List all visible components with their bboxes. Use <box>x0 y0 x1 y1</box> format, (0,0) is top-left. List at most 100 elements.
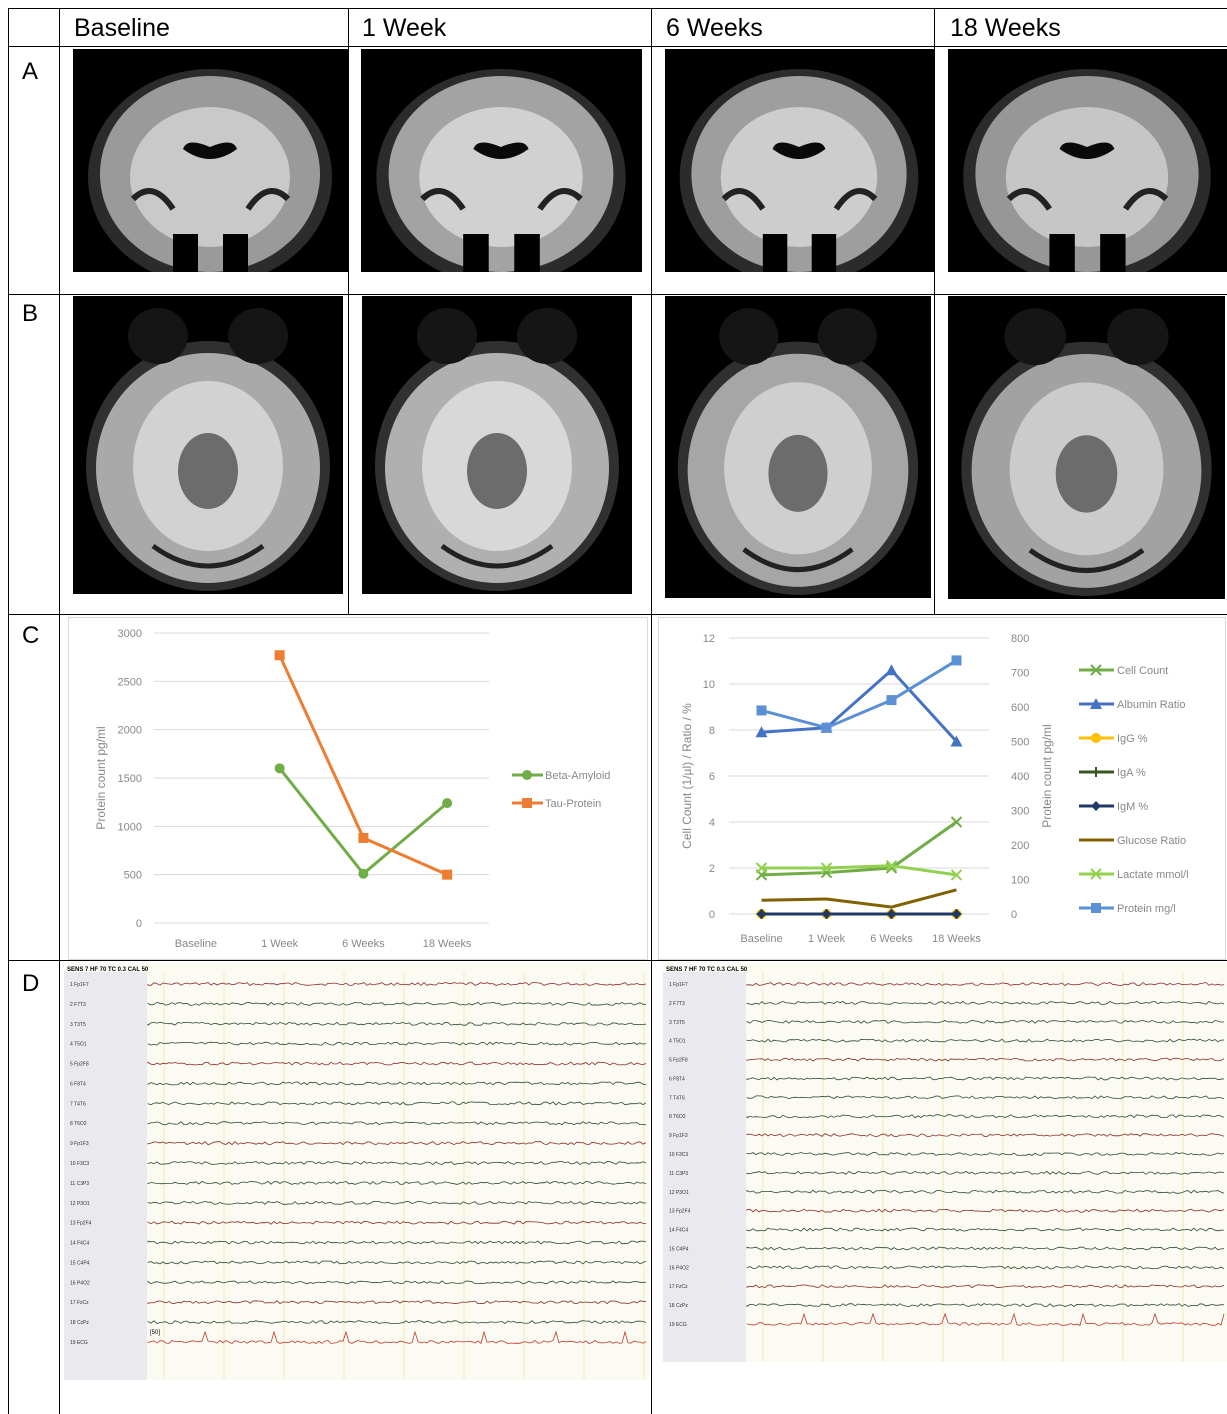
channel-label: 16 P4O2 <box>669 1265 689 1271</box>
channel-label: 10 F3C3 <box>669 1152 688 1158</box>
data-point <box>885 664 898 676</box>
x-tick-label: Baseline <box>740 933 782 945</box>
eeg-trace <box>147 1061 647 1066</box>
row-a-divider <box>8 294 1227 295</box>
series-line <box>278 767 449 876</box>
data-point <box>442 798 453 809</box>
eeg-trace <box>746 1265 1225 1270</box>
eeg-trace <box>147 1121 647 1126</box>
y-right-tick-label: 300 <box>1011 806 1029 818</box>
channel-label: 11 C3P3 <box>70 1181 89 1187</box>
eeg-recording-right: SENS 7 HF 70 TC 0.3 CAL 50 1 Fp1F7 2 F7T3 3… <box>663 962 1227 1362</box>
y-tick-label: 8 <box>709 725 715 737</box>
chart-csf-dementia-markers: 0 500 1000 1500 2000 2500 3000 Baseline 1 Week 6 … <box>68 617 648 960</box>
data-point <box>885 859 898 872</box>
axial-mri-18-weeks <box>948 296 1225 599</box>
eeg-right-svg: SENS 7 HF 70 TC 0.3 CAL 50 1 Fp1F7 2 F7T3 3… <box>663 962 1227 1362</box>
channel-label: 7 T4T6 <box>70 1101 86 1107</box>
calibration-label: [50] <box>150 1330 160 1336</box>
channel-label: 9 Fp1F3 <box>669 1133 688 1139</box>
eeg-trace <box>147 1300 647 1305</box>
data-point <box>950 735 963 747</box>
column-header-baseline: Baseline <box>74 14 170 42</box>
chart-2-svg: 0 2 4 6 8 10 12 0 100 200 300 400 500 600 700 800 Baseli… <box>680 633 1189 945</box>
channel-label: 18 CzPz <box>70 1320 89 1326</box>
eeg-trace <box>746 981 1225 986</box>
series-line <box>761 820 958 877</box>
channel-label: 13 Fp2F4 <box>70 1221 92 1227</box>
y-right-tick-label: 100 <box>1011 875 1029 887</box>
eeg-trace <box>147 982 647 987</box>
eeg-trace <box>746 1114 1225 1119</box>
coronal-mri-1-week <box>361 49 642 272</box>
x-tick-label: 1 Week <box>261 938 299 950</box>
y-tick-label: 2500 <box>118 676 142 688</box>
x-tick-label: Baseline <box>175 938 217 950</box>
coronal-mri-18-weeks <box>948 49 1227 272</box>
eeg-trace <box>746 1038 1225 1043</box>
legend-marker <box>1090 698 1102 709</box>
data-point <box>274 763 285 774</box>
legend-marker <box>1090 664 1102 676</box>
col-1-divider <box>348 8 349 614</box>
eeg-trace <box>147 1280 646 1285</box>
channel-label: 8 T6O2 <box>669 1114 686 1120</box>
data-point <box>756 705 767 716</box>
table-top-border <box>8 8 1227 9</box>
data-point <box>951 909 962 919</box>
y-tick-label: 10 <box>703 679 715 691</box>
channel-label: 2 F7T3 <box>70 1002 86 1008</box>
eeg-trace <box>746 1189 1225 1194</box>
y-right-tick-label: 800 <box>1011 633 1029 645</box>
eeg-header: SENS 7 HF 70 TC 0.3 CAL 50 <box>67 967 149 973</box>
y-tick-label: 3000 <box>118 628 142 640</box>
x-tick-label: 18 Weeks <box>932 933 981 945</box>
data-point <box>886 695 897 706</box>
channel-label: 18 CzPz <box>669 1303 688 1309</box>
channel-label: 14 F4C4 <box>70 1241 89 1247</box>
eeg-trace <box>147 1330 647 1345</box>
data-point <box>951 655 962 666</box>
channel-label: 9 Fp1F3 <box>70 1141 89 1147</box>
channel-label: 2 F7T3 <box>669 1001 685 1007</box>
legend-marker <box>1091 767 1101 777</box>
eeg-trace <box>147 1041 647 1046</box>
eeg-trace <box>746 1057 1225 1062</box>
y-right-tick-label: 500 <box>1011 737 1029 749</box>
channel-label: 3 T3T5 <box>70 1022 86 1028</box>
y-tick-label: 12 <box>703 633 715 645</box>
eeg-trace <box>147 1141 647 1146</box>
channel-label: 19 ECG <box>669 1322 687 1328</box>
channel-label: 6 F8T4 <box>669 1076 685 1082</box>
chart-1-svg: 0 500 1000 1500 2000 2500 3000 Baseline 1 Week 6 … <box>94 628 610 950</box>
data-point <box>821 909 832 919</box>
y-tick-label: 6 <box>709 771 715 783</box>
data-point <box>274 650 285 661</box>
legend-label: Albumin Ratio <box>1117 699 1185 711</box>
eeg-trace <box>746 1152 1225 1156</box>
y-right-tick-label: 200 <box>1011 840 1029 852</box>
x-tick-label: 1 Week <box>808 933 846 945</box>
y-axis-title: Protein count pg/ml <box>94 726 108 829</box>
channel-label: 7 T4T6 <box>669 1095 685 1101</box>
column-header-1-week: 1 Week <box>362 14 447 42</box>
coronal-mri-6-weeks <box>665 49 934 272</box>
col-3-divider <box>934 8 935 614</box>
eeg-recording-left: SENS 7 HF 70 TC 0.3 CAL 50 1 Fp1F7 2 F7T3 3… <box>64 962 649 1380</box>
channel-label: 15 C4P4 <box>70 1260 90 1266</box>
eeg-trace <box>746 1246 1225 1251</box>
eeg-trace <box>147 1161 647 1165</box>
y-tick-label: 0 <box>709 909 715 921</box>
channel-label: 13 Fp2F4 <box>669 1209 691 1215</box>
y-right-tick-label: 700 <box>1011 668 1029 680</box>
y-right-tick-label: 600 <box>1011 702 1029 714</box>
eeg-header: SENS 7 HF 70 TC 0.3 CAL 50 <box>666 967 748 973</box>
row-c-divider <box>8 960 1227 961</box>
column-header-6-weeks: 6 Weeks <box>666 14 763 42</box>
channel-label: 4 T5O1 <box>70 1042 87 1048</box>
eeg-trace <box>147 1180 647 1185</box>
chart-csf-routine-parameters: 0 2 4 6 8 10 12 0 100 200 300 400 500 600 700 800 Baseli… <box>658 617 1226 960</box>
table-left-border <box>8 8 9 1414</box>
channel-label: 15 C4P4 <box>669 1246 689 1252</box>
header-row-divider <box>8 46 1227 47</box>
